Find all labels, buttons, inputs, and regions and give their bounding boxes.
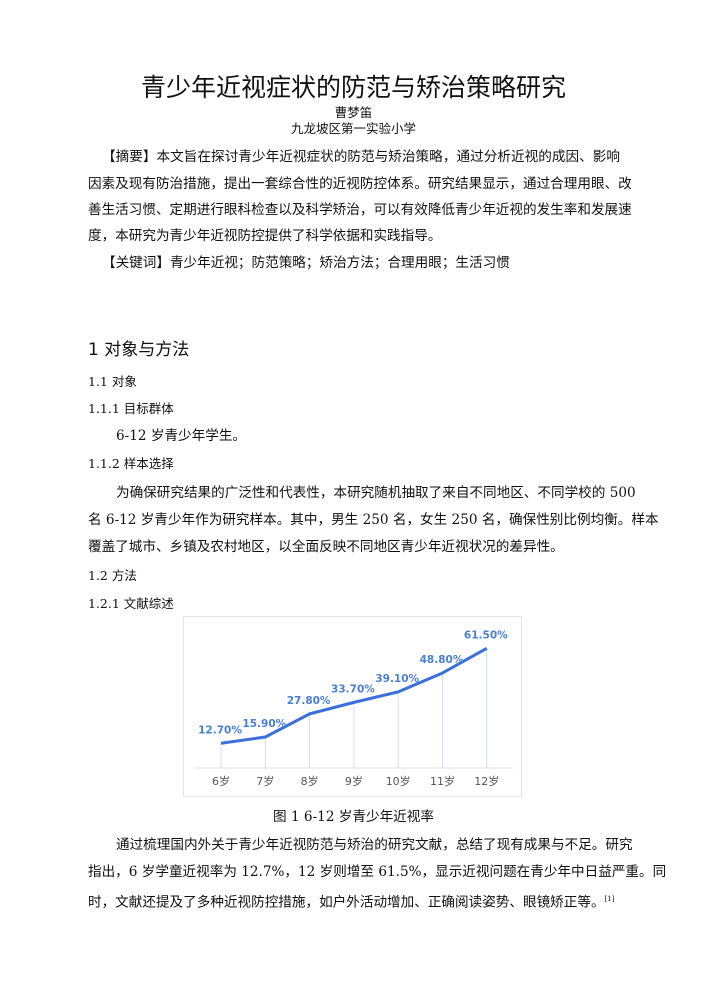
x-tick-label: 6岁 xyxy=(212,774,230,788)
subsection-heading: 1.2.1 文献综述 xyxy=(88,596,174,611)
abstract-line: 度，本研究为青少年近视防控提供了科学依据和实践指导。 xyxy=(88,228,442,244)
paragraph-line: 名 6-12 岁青少年作为研究样本。其中，男生 250 名，女生 250 名，确… xyxy=(88,512,659,528)
data-label: 48.80% xyxy=(420,654,464,666)
citation[interactable]: [1] xyxy=(604,895,615,903)
paragraph-line: 覆盖了城市、乡镇及农村地区，以全面反映不同地区青少年近视状况的差异性。 xyxy=(88,539,564,555)
chart-svg: 12.70% 6岁 15.90% 7岁 27.80% 8岁 33.70% 9岁 39.10% 10… xyxy=(194,629,513,788)
subsection-heading: 1.1 对象 xyxy=(88,374,137,389)
author: 曹梦笛 xyxy=(334,105,373,120)
subsection-heading: 1.1.2 样本选择 xyxy=(88,456,174,471)
data-label: 39.10% xyxy=(375,673,419,685)
data-label: 12.70% xyxy=(198,724,242,736)
subsection-heading: 1.1.1 目标群体 xyxy=(88,401,174,416)
paragraph-line: 通过梳理国内外关于青少年近视防范与矫治的研究文献，总结了现有成果与不足。研究 xyxy=(116,837,633,853)
x-tick-label: 8岁 xyxy=(301,774,319,788)
keywords: 【关键词】青少年近视；防范策略；矫治方法；合理用眼；生活习惯 xyxy=(102,255,510,271)
figure-caption: 图 1 6-12 岁青少年近视率 xyxy=(273,809,434,825)
subsection-heading: 1.2 方法 xyxy=(88,568,137,583)
x-tick-label: 12岁 xyxy=(474,774,499,788)
x-tick-label: 10岁 xyxy=(386,774,411,788)
abstract-line: 【摘要】本文旨在探讨青少年近视症状的防范与矫治策略，通过分析近视的成因、影响 xyxy=(102,149,620,165)
page-title: 青少年近视症状的防范与矫治策略研究 xyxy=(140,73,566,102)
series-line xyxy=(220,646,488,745)
paragraph-line: 指出，6 岁学童近视率为 12.7%，12 岁则增至 61.5%，显示近视问题在… xyxy=(88,864,667,880)
data-label: 15.90% xyxy=(242,718,286,730)
data-label: 33.70% xyxy=(331,683,375,695)
paragraph-text: 时，文献还提及了多种近视防控措施，如户外活动增加、正确阅读姿势、眼镜矫正等。 xyxy=(88,894,605,911)
paragraph-line: 为确保研究结果的广泛性和代表性，本研究随机抽取了来自不同地区、不同学校的 500 xyxy=(116,485,636,501)
data-label: 27.80% xyxy=(287,695,331,707)
x-tick-label: 7岁 xyxy=(256,774,274,788)
x-tick-label: 9岁 xyxy=(345,774,363,788)
myopia-rate-chart: 12.70% 6岁 15.90% 7岁 27.80% 8岁 33.70% 9岁 39.10% 10… xyxy=(183,616,522,797)
abstract-line: 因素及现有防治措施，提出一套综合性的近视防控体系。研究结果显示，通过合理用眼、改 xyxy=(88,176,632,192)
paragraph: 6-12 岁青少年学生。 xyxy=(116,428,247,444)
section-heading: 1 对象与方法 xyxy=(88,340,190,360)
x-tick-label: 11岁 xyxy=(430,774,455,788)
affiliation: 九龙坡区第一实验小学 xyxy=(290,121,416,136)
data-label: 61.50% xyxy=(464,629,508,641)
abstract-line: 善生活习惯、定期进行眼科检查以及科学矫治，可以有效降低青少年近视的发生率和发展速 xyxy=(88,202,632,218)
paragraph-line: 时，文献还提及了多种近视防控措施，如户外活动增加、正确阅读姿势、眼镜矫正等。[1… xyxy=(88,890,620,912)
